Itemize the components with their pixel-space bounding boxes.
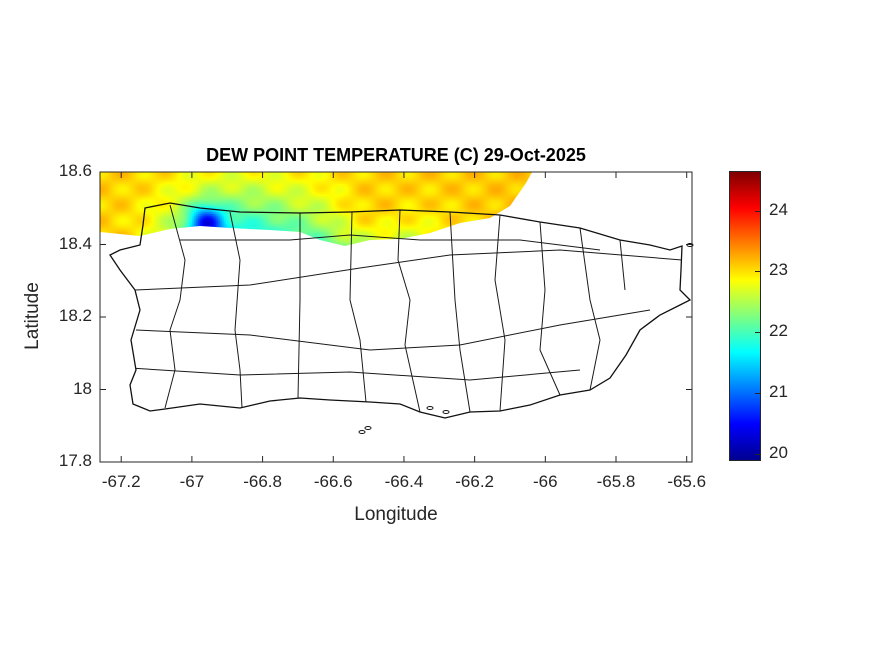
colorbar-tick-mark xyxy=(755,453,761,455)
y-tick-label: 18 xyxy=(73,378,92,398)
municipality-border xyxy=(229,211,243,409)
dew-point-field xyxy=(100,172,590,246)
municipality-border xyxy=(129,367,581,381)
dew-point-field-wrapper xyxy=(100,172,590,246)
coastline xyxy=(109,202,692,419)
colorbar-tick-mark xyxy=(755,392,761,394)
municipality-border xyxy=(164,204,186,409)
chart-title: DEW POINT TEMPERATURE (C) 29-Oct-2025 xyxy=(206,145,586,165)
y-axis-label: Latitude xyxy=(22,282,43,350)
islet xyxy=(426,406,434,410)
islet xyxy=(442,410,450,414)
x-tick-label: -66.8 xyxy=(243,472,282,491)
municipality-border xyxy=(297,213,301,399)
x-tick-label: -67 xyxy=(179,472,205,491)
colorbar-tick-label: 21 xyxy=(769,381,788,401)
islet xyxy=(364,426,372,430)
x-tick-label: -66 xyxy=(533,472,558,491)
islets xyxy=(358,243,694,434)
municipality-border xyxy=(134,249,683,291)
tick-marks xyxy=(100,171,692,463)
municipality-border xyxy=(180,234,601,251)
x-tick-label: -65.8 xyxy=(596,472,636,491)
municipality-border xyxy=(619,239,626,291)
colorbar-tick-label: 20 xyxy=(769,442,788,462)
colorbar xyxy=(729,171,761,461)
x-tick-label: -67.2 xyxy=(101,472,141,491)
colorbar-tick-label: 24 xyxy=(769,199,788,219)
colorbar-tick-label: 22 xyxy=(769,321,788,341)
x-tick-label: -66.2 xyxy=(455,472,494,491)
municipality-border xyxy=(494,214,506,412)
municipality-border xyxy=(449,211,471,413)
y-tick-label: 18.2 xyxy=(58,306,92,325)
municipality-border xyxy=(539,221,561,396)
colorbar-tick-mark xyxy=(755,271,761,273)
colorbar-tick-label: 23 xyxy=(769,260,788,280)
y-tick-label: 18.6 xyxy=(58,161,92,180)
x-tick-label: -65.6 xyxy=(667,472,707,491)
municipality-border xyxy=(349,211,367,403)
x-tick-label: -66.4 xyxy=(384,472,424,491)
municipality-borders xyxy=(129,204,683,413)
municipality-border xyxy=(135,309,651,351)
islet xyxy=(358,430,366,434)
municipality-border xyxy=(397,209,421,413)
colorbar-tick-mark xyxy=(755,332,761,334)
axes-frame xyxy=(99,171,693,463)
x-axis-label: Longitude xyxy=(354,504,438,525)
colorbar-tick-mark xyxy=(755,210,761,212)
municipality-border xyxy=(579,227,601,391)
y-tick-label: 18.4 xyxy=(58,233,92,253)
y-tick-label: 17.8 xyxy=(58,451,92,470)
x-tick-label: -66.6 xyxy=(313,472,353,491)
